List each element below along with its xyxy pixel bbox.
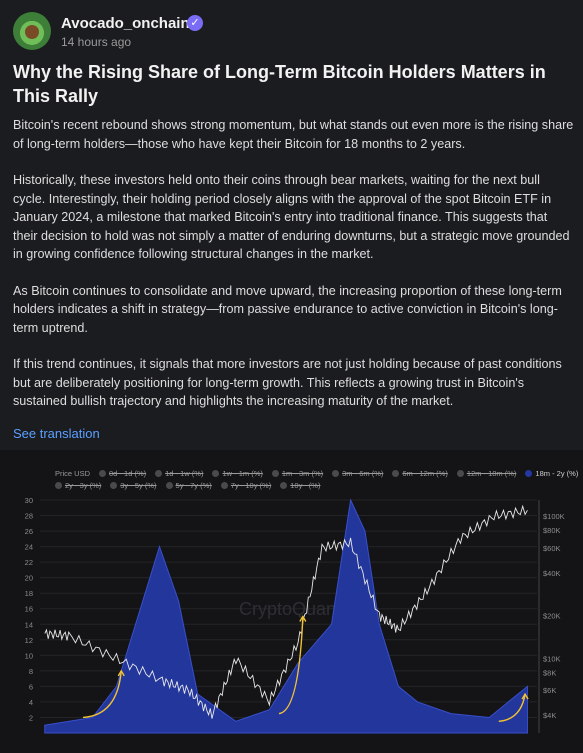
legend-item[interactable]: 18m - 2y (%) (525, 469, 578, 478)
legend-item[interactable]: 10y~ (%) (280, 481, 320, 490)
legend-item[interactable]: 12m - 18m (%) (456, 469, 517, 478)
legend-item[interactable]: 1d - 1w (%) (155, 469, 203, 478)
y-left-tick-label: 10 (25, 651, 33, 660)
y-right-tick-label: $10K (543, 655, 561, 664)
y-left-tick-label: 6 (29, 682, 33, 691)
price-line (44, 504, 528, 719)
y-right-tick-label: $20K (543, 612, 561, 621)
post-header: Avocado_onchain ✓ 14 hours ago (13, 12, 573, 52)
post-body: Bitcoin's recent rebound shows strong mo… (13, 116, 575, 429)
trend-arrow-head (299, 615, 307, 622)
legend-label: Price USD (55, 469, 91, 478)
legend-label: 1d - 1w (%) (165, 469, 204, 478)
legend-dot-icon (165, 482, 173, 489)
paragraph: As Bitcoin continues to consolidate and … (13, 283, 562, 335)
legend-label: 0d - 1d (%) (109, 469, 147, 478)
chart-image: 30 28 26 24 22 20 18 16 14 12 10 8 6 4 2 $100K $80K $60K $… (0, 450, 583, 753)
avatar[interactable] (13, 12, 51, 50)
legend-label: 12m - 18m (%) (466, 469, 517, 478)
y-left-tick-label: 16 (25, 605, 33, 614)
y-left-tick-label: 22 (25, 558, 33, 567)
legend-dot-icon (332, 470, 340, 477)
legend-item[interactable]: 5y - 7y (%) (165, 481, 212, 490)
y-left-tick-label: 24 (25, 543, 33, 552)
legend-dot-icon (456, 470, 464, 477)
legend-item[interactable]: 6m - 12m (%) (392, 469, 448, 478)
y-left-tick-label: 18 (25, 589, 33, 598)
legend-label: 10y~ (%) (290, 481, 321, 490)
trend-arrow (82, 670, 122, 719)
legend-item[interactable]: Price USD (55, 469, 90, 478)
y-left-tick-label: 26 (25, 527, 33, 536)
author-name[interactable]: Avocado_onchain (61, 15, 190, 32)
trend-arrow-head (117, 669, 125, 677)
legend-dot-icon (392, 470, 400, 477)
verified-badge-icon: ✓ (187, 15, 203, 31)
paragraph: Historically, these investors held onto … (13, 173, 570, 261)
chart-svg: 30 28 26 24 22 20 18 16 14 12 10 8 6 4 2 $100K $80K $60K $… (0, 450, 583, 753)
legend-dot-icon (220, 482, 228, 489)
legend-dot-icon (212, 470, 220, 477)
trend-arrow (498, 694, 526, 723)
legend-item[interactable]: 3m - 6m (%) (332, 469, 383, 478)
y-right-tick-label: $100K (543, 512, 565, 521)
legend-label: 18m - 2y (%) (535, 469, 579, 478)
y-right-tick-label: $40K (543, 569, 561, 578)
legend-label: 7y - 10y (%) (230, 481, 272, 490)
y-left-tick-label: 20 (25, 574, 33, 583)
y-left-tick-label: 14 (25, 620, 33, 629)
see-translation-link[interactable]: See translation (13, 426, 100, 441)
legend-dot-icon (271, 470, 279, 477)
legend-dot-icon (110, 482, 118, 489)
y-right-tick-label: $6K (543, 686, 556, 695)
legend-item[interactable]: 3y - 5y (%) (110, 481, 157, 490)
y-left-tick-label: 2 (29, 713, 33, 722)
legend-row: Price USD 0d - 1d (%) 1d - 1w (%) 1w - 1m (… (55, 469, 578, 481)
area-series-18m-2y (44, 498, 528, 734)
legend-item[interactable]: 2y - 3y (%) (55, 481, 101, 490)
avocado-pit-icon (25, 25, 39, 39)
paragraph: Bitcoin's recent rebound shows strong mo… (13, 118, 574, 151)
y-left-tick-label: 30 (25, 496, 33, 505)
y-right-tick-label: $4K (543, 711, 556, 720)
y-right-tick-label: $80K (543, 526, 561, 535)
legend-row: 2y - 3y (%) 3y - 5y (%) 5y - 7y (%) 7y - 10… (55, 481, 575, 493)
y-left-tick-label: 12 (25, 636, 33, 645)
trend-arrow (278, 616, 304, 715)
legend-item[interactable]: 0d - 1d (%) (99, 469, 146, 478)
legend-label: 3m - 6m (%) (342, 469, 384, 478)
legend-label: 2y - 3y (%) (65, 481, 102, 490)
y-right-tick-label: $8K (543, 668, 556, 677)
legend-label: 1m - 3m (%) (281, 469, 324, 478)
y-right-tick-label: $60K (543, 544, 561, 553)
legend-item[interactable]: 1w - 1m (%) (212, 469, 263, 478)
legend-dot-icon (525, 470, 533, 477)
trend-arrow-head (521, 692, 529, 700)
legend-label: 3y - 5y (%) (120, 481, 157, 490)
legend-dot-icon (55, 482, 62, 489)
post-title: Why the Rising Share of Long-Term Bitcoi… (13, 62, 546, 106)
y-left-tick-label: 8 (29, 667, 33, 676)
watermark: CryptoQuant (239, 599, 341, 619)
legend-label: 5y - 7y (%) (175, 481, 212, 490)
y-left-tick-label: 4 (29, 698, 33, 707)
post-timestamp: 14 hours ago (61, 35, 132, 49)
legend-item[interactable]: 7y - 10y (%) (220, 481, 272, 490)
legend-label: 1w - 1m (%) (222, 469, 263, 478)
paragraph: If this trend continues, it signals that… (13, 357, 562, 408)
legend-dot-icon (280, 482, 288, 489)
y-left-tick-label: 28 (25, 512, 33, 521)
legend-item[interactable]: 1m - 3m (%) (271, 469, 324, 478)
legend-dot-icon (155, 470, 163, 477)
legend-label: 6m - 12m (%) (402, 469, 448, 478)
chart-legend: Price USD 0d - 1d (%) 1d - 1w (%) 1w - 1m (… (55, 469, 578, 493)
legend-dot-icon (99, 470, 107, 477)
